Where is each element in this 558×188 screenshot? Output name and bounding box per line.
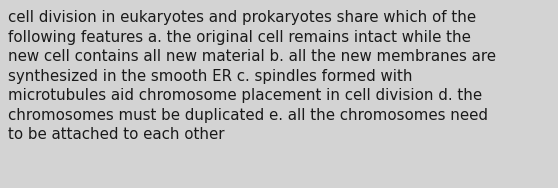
- Text: cell division in eukaryotes and prokaryotes share which of the
following feature: cell division in eukaryotes and prokaryo…: [8, 10, 496, 142]
